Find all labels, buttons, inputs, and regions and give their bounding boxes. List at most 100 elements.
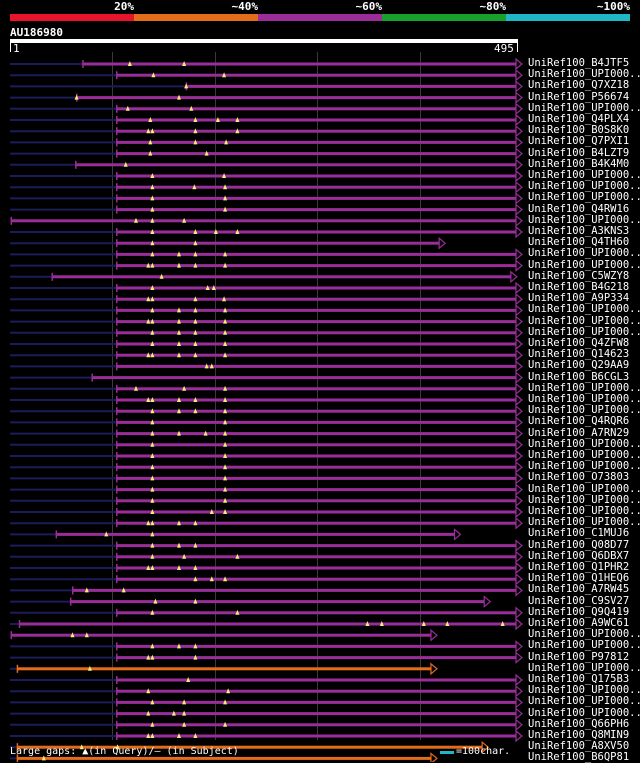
hit-label[interactable]: UniRef100_UPI000.. — [528, 314, 640, 327]
hit-row[interactable] — [10, 729, 523, 743]
hit-label[interactable]: UniRef100_A9P334 — [528, 292, 630, 305]
hit-label[interactable]: UniRef100_C1MUJ6 — [528, 527, 630, 540]
hit-row[interactable] — [10, 348, 523, 362]
hit-row[interactable] — [10, 248, 523, 261]
hit-label[interactable]: UniRef100_UPI000.. — [528, 404, 640, 417]
hit-row[interactable] — [10, 718, 523, 732]
hit-label[interactable]: UniRef100_P56674 — [528, 90, 630, 103]
hit-label[interactable]: UniRef100_Q6DBX7 — [528, 549, 630, 562]
hit-label[interactable]: UniRef100_A3KNS3 — [528, 225, 630, 237]
hit-row[interactable] — [10, 416, 523, 429]
hit-label[interactable]: UniRef100_O73803 — [528, 471, 630, 484]
hit-row[interactable] — [10, 57, 523, 71]
hit-label[interactable]: UniRef100_UPI000.. — [528, 393, 640, 405]
hit-label[interactable]: UniRef100_A8XV50 — [528, 740, 630, 753]
hit-row[interactable] — [10, 113, 523, 127]
hit-label[interactable]: UniRef100_UPI000.. — [528, 460, 640, 473]
hit-row[interactable] — [10, 449, 523, 463]
hit-row[interactable] — [10, 326, 523, 340]
hit-row[interactable] — [10, 740, 490, 754]
hit-row[interactable] — [10, 292, 523, 306]
hit-label[interactable]: UniRef100_UPI000.. — [528, 381, 640, 394]
hit-label[interactable]: UniRef100_UPI000.. — [528, 191, 640, 204]
hit-row[interactable] — [10, 494, 523, 508]
hit-label[interactable]: UniRef100_Q66PH6 — [528, 717, 630, 730]
hit-label[interactable]: UniRef100_Q8MIN9 — [528, 729, 630, 741]
hit-row[interactable] — [10, 561, 523, 575]
hit-row[interactable] — [10, 684, 523, 698]
hit-label[interactable]: UniRef100_Q7XZ18 — [528, 79, 630, 92]
hit-row[interactable] — [10, 80, 523, 93]
hit-row[interactable] — [10, 393, 523, 407]
hit-row[interactable] — [10, 617, 523, 631]
hit-row[interactable] — [10, 595, 492, 608]
hit-label[interactable]: UniRef100_UPI000.. — [528, 258, 640, 271]
hit-row[interactable] — [10, 337, 523, 351]
hit-label[interactable]: UniRef100_UPI000.. — [528, 68, 640, 81]
hit-label[interactable]: UniRef100_UPI000.. — [528, 482, 640, 495]
hit-label[interactable]: UniRef100_A7RW45 — [528, 583, 630, 596]
hit-row[interactable] — [10, 169, 523, 183]
hit-row[interactable] — [10, 651, 523, 664]
hit-row[interactable] — [10, 640, 523, 653]
hit-label[interactable]: UniRef100_Q7PXI1 — [528, 135, 630, 148]
hit-label[interactable]: UniRef100_A9WC61 — [528, 617, 630, 629]
hit-label[interactable]: UniRef100_Q29AA9 — [528, 359, 630, 372]
hit-row[interactable] — [10, 304, 523, 317]
hit-row[interactable] — [10, 696, 523, 709]
hit-row[interactable] — [10, 102, 523, 116]
hit-label[interactable]: UniRef100_P97812 — [528, 650, 630, 663]
hit-row[interactable] — [10, 673, 523, 687]
hit-label[interactable]: UniRef100_UPI000.. — [528, 247, 640, 260]
hit-label[interactable]: UniRef100_UPI000.. — [528, 639, 640, 652]
hit-label[interactable]: UniRef100_UPI000.. — [528, 661, 640, 674]
hit-label[interactable]: UniRef100_UPI000.. — [528, 169, 640, 181]
hit-label[interactable]: UniRef100_Q9Q419 — [528, 605, 630, 618]
hit-row[interactable] — [10, 606, 523, 620]
hit-row[interactable] — [10, 572, 523, 586]
hit-row[interactable] — [10, 584, 523, 597]
hit-label[interactable]: UniRef100_UPI000.. — [528, 706, 640, 719]
hit-row[interactable] — [10, 259, 523, 272]
hit-label[interactable]: UniRef100_Q175B3 — [528, 673, 630, 685]
hit-label[interactable]: UniRef100_Q1PHR2 — [528, 561, 630, 573]
hit-label[interactable]: UniRef100_B4JTF5 — [528, 57, 630, 69]
hit-label[interactable]: UniRef100_B0S8K0 — [528, 124, 630, 137]
hit-label[interactable]: UniRef100_Q4RQR6 — [528, 415, 630, 428]
hit-row[interactable] — [10, 360, 523, 373]
hit-row[interactable] — [10, 472, 523, 485]
hit-row[interactable] — [10, 382, 523, 396]
hit-label[interactable]: UniRef100_Q4RW16 — [528, 202, 630, 215]
hit-label[interactable]: UniRef100_UPI000.. — [528, 505, 640, 517]
hit-label[interactable]: UniRef100_UPI000.. — [528, 437, 640, 450]
hit-row[interactable] — [10, 281, 523, 295]
hit-label[interactable]: UniRef100_Q08D77 — [528, 538, 630, 551]
hit-row[interactable] — [10, 315, 523, 328]
hit-label[interactable]: UniRef100_UPI000.. — [528, 628, 640, 641]
hit-label[interactable]: UniRef100_Q14623 — [528, 348, 630, 361]
hit-label[interactable]: UniRef100_UPI000.. — [528, 493, 640, 506]
hit-label[interactable]: UniRef100_A7RN29 — [528, 426, 630, 439]
hit-row[interactable] — [10, 628, 438, 642]
hit-row[interactable] — [10, 180, 523, 194]
hit-row[interactable] — [10, 68, 523, 82]
hit-row[interactable] — [10, 270, 518, 284]
hit-label[interactable]: UniRef100_B4LZT9 — [528, 146, 630, 159]
hit-label[interactable]: UniRef100_UPI000.. — [528, 180, 640, 193]
hit-label[interactable]: UniRef100_UPI000.. — [528, 101, 640, 114]
hit-label[interactable]: UniRef100_Q4PLX4 — [528, 113, 630, 125]
hit-label[interactable]: UniRef100_UPI000.. — [528, 695, 640, 708]
hit-row[interactable] — [10, 516, 523, 530]
hit-label[interactable]: UniRef100_B4K4M0 — [528, 157, 630, 170]
hit-label[interactable]: UniRef100_Q4ZFW8 — [528, 337, 630, 349]
hit-row[interactable] — [10, 539, 523, 552]
hit-row[interactable] — [10, 438, 523, 452]
hit-row[interactable] — [10, 404, 523, 418]
hit-row[interactable] — [10, 192, 523, 205]
hit-row[interactable] — [10, 236, 447, 250]
hit-label[interactable]: UniRef100_UPI000.. — [528, 516, 640, 529]
hit-row[interactable] — [10, 460, 523, 474]
hit-row[interactable] — [10, 214, 523, 228]
hit-row[interactable] — [10, 124, 523, 138]
hit-label[interactable]: UniRef100_B4G218 — [528, 281, 630, 293]
